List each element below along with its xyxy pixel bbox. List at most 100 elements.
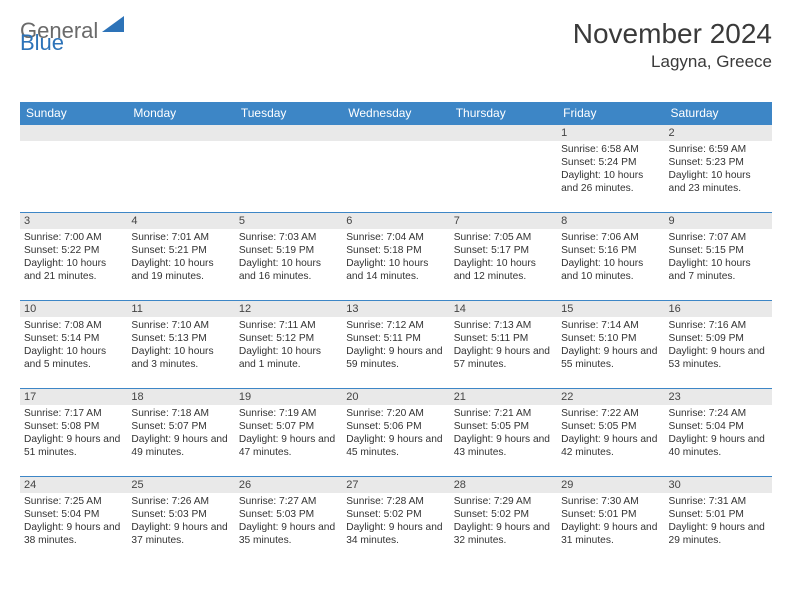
day-number: 23 <box>665 389 772 405</box>
day-content <box>235 141 342 147</box>
sunrise-text: Sunrise: 7:11 AM <box>239 319 338 332</box>
calendar-cell: 18Sunrise: 7:18 AMSunset: 5:07 PMDayligh… <box>127 389 234 477</box>
daylight-text: Daylight: 9 hours and 29 minutes. <box>669 521 768 547</box>
weekday-header: Wednesday <box>342 102 449 125</box>
calendar-cell: 11Sunrise: 7:10 AMSunset: 5:13 PMDayligh… <box>127 301 234 389</box>
sunrise-text: Sunrise: 7:26 AM <box>131 495 230 508</box>
day-content: Sunrise: 7:21 AMSunset: 5:05 PMDaylight:… <box>450 405 557 463</box>
day-content: Sunrise: 6:58 AMSunset: 5:24 PMDaylight:… <box>557 141 664 199</box>
day-number: 19 <box>235 389 342 405</box>
day-number <box>20 125 127 141</box>
calendar-cell: 2Sunrise: 6:59 AMSunset: 5:23 PMDaylight… <box>665 125 772 213</box>
sunrise-text: Sunrise: 7:30 AM <box>561 495 660 508</box>
calendar-cell <box>450 125 557 213</box>
sunrise-text: Sunrise: 6:59 AM <box>669 143 768 156</box>
day-number: 18 <box>127 389 234 405</box>
day-content: Sunrise: 7:08 AMSunset: 5:14 PMDaylight:… <box>20 317 127 375</box>
calendar-row: 10Sunrise: 7:08 AMSunset: 5:14 PMDayligh… <box>20 301 772 389</box>
daylight-text: Daylight: 9 hours and 49 minutes. <box>131 433 230 459</box>
sunrise-text: Sunrise: 7:22 AM <box>561 407 660 420</box>
day-content: Sunrise: 7:01 AMSunset: 5:21 PMDaylight:… <box>127 229 234 287</box>
day-number: 10 <box>20 301 127 317</box>
day-content: Sunrise: 7:20 AMSunset: 5:06 PMDaylight:… <box>342 405 449 463</box>
daylight-text: Daylight: 10 hours and 26 minutes. <box>561 169 660 195</box>
day-number: 28 <box>450 477 557 493</box>
calendar-table: Sunday Monday Tuesday Wednesday Thursday… <box>20 102 772 565</box>
sunset-text: Sunset: 5:07 PM <box>239 420 338 433</box>
calendar-cell: 19Sunrise: 7:19 AMSunset: 5:07 PMDayligh… <box>235 389 342 477</box>
day-content: Sunrise: 7:27 AMSunset: 5:03 PMDaylight:… <box>235 493 342 551</box>
sunset-text: Sunset: 5:11 PM <box>346 332 445 345</box>
calendar-cell: 27Sunrise: 7:28 AMSunset: 5:02 PMDayligh… <box>342 477 449 565</box>
daylight-text: Daylight: 9 hours and 42 minutes. <box>561 433 660 459</box>
sunset-text: Sunset: 5:23 PM <box>669 156 768 169</box>
sunset-text: Sunset: 5:01 PM <box>669 508 768 521</box>
day-content: Sunrise: 7:18 AMSunset: 5:07 PMDaylight:… <box>127 405 234 463</box>
weekday-header: Sunday <box>20 102 127 125</box>
day-content: Sunrise: 7:13 AMSunset: 5:11 PMDaylight:… <box>450 317 557 375</box>
sunset-text: Sunset: 5:24 PM <box>561 156 660 169</box>
sunset-text: Sunset: 5:19 PM <box>239 244 338 257</box>
day-content: Sunrise: 7:25 AMSunset: 5:04 PMDaylight:… <box>20 493 127 551</box>
sunrise-text: Sunrise: 7:13 AM <box>454 319 553 332</box>
sunrise-text: Sunrise: 7:19 AM <box>239 407 338 420</box>
sunset-text: Sunset: 5:21 PM <box>131 244 230 257</box>
logo: General Blue <box>20 18 124 44</box>
title-block: November 2024 Lagyna, Greece <box>573 18 772 72</box>
daylight-text: Daylight: 10 hours and 5 minutes. <box>24 345 123 371</box>
day-content: Sunrise: 7:05 AMSunset: 5:17 PMDaylight:… <box>450 229 557 287</box>
daylight-text: Daylight: 10 hours and 19 minutes. <box>131 257 230 283</box>
daylight-text: Daylight: 9 hours and 53 minutes. <box>669 345 768 371</box>
weekday-header: Thursday <box>450 102 557 125</box>
sunset-text: Sunset: 5:17 PM <box>454 244 553 257</box>
day-number: 22 <box>557 389 664 405</box>
calendar-cell: 5Sunrise: 7:03 AMSunset: 5:19 PMDaylight… <box>235 213 342 301</box>
day-number: 6 <box>342 213 449 229</box>
daylight-text: Daylight: 9 hours and 43 minutes. <box>454 433 553 459</box>
calendar-cell: 9Sunrise: 7:07 AMSunset: 5:15 PMDaylight… <box>665 213 772 301</box>
calendar-cell <box>235 125 342 213</box>
day-number <box>342 125 449 141</box>
calendar-row: 1Sunrise: 6:58 AMSunset: 5:24 PMDaylight… <box>20 125 772 213</box>
weekday-header: Monday <box>127 102 234 125</box>
daylight-text: Daylight: 9 hours and 45 minutes. <box>346 433 445 459</box>
day-number: 20 <box>342 389 449 405</box>
day-number: 7 <box>450 213 557 229</box>
calendar-cell: 25Sunrise: 7:26 AMSunset: 5:03 PMDayligh… <box>127 477 234 565</box>
logo-text-blue: Blue <box>20 30 64 55</box>
daylight-text: Daylight: 10 hours and 21 minutes. <box>24 257 123 283</box>
day-content: Sunrise: 7:12 AMSunset: 5:11 PMDaylight:… <box>342 317 449 375</box>
sunrise-text: Sunrise: 7:16 AM <box>669 319 768 332</box>
day-content <box>342 141 449 147</box>
sunrise-text: Sunrise: 7:00 AM <box>24 231 123 244</box>
sunrise-text: Sunrise: 7:29 AM <box>454 495 553 508</box>
day-content <box>20 141 127 147</box>
day-number: 12 <box>235 301 342 317</box>
daylight-text: Daylight: 10 hours and 3 minutes. <box>131 345 230 371</box>
calendar-cell: 17Sunrise: 7:17 AMSunset: 5:08 PMDayligh… <box>20 389 127 477</box>
sunset-text: Sunset: 5:10 PM <box>561 332 660 345</box>
day-content: Sunrise: 7:00 AMSunset: 5:22 PMDaylight:… <box>20 229 127 287</box>
sunset-text: Sunset: 5:14 PM <box>24 332 123 345</box>
calendar-row: 3Sunrise: 7:00 AMSunset: 5:22 PMDaylight… <box>20 213 772 301</box>
calendar-cell: 7Sunrise: 7:05 AMSunset: 5:17 PMDaylight… <box>450 213 557 301</box>
calendar-cell: 3Sunrise: 7:00 AMSunset: 5:22 PMDaylight… <box>20 213 127 301</box>
calendar-cell: 4Sunrise: 7:01 AMSunset: 5:21 PMDaylight… <box>127 213 234 301</box>
sunrise-text: Sunrise: 7:28 AM <box>346 495 445 508</box>
location: Lagyna, Greece <box>573 52 772 72</box>
sunset-text: Sunset: 5:22 PM <box>24 244 123 257</box>
calendar-cell: 6Sunrise: 7:04 AMSunset: 5:18 PMDaylight… <box>342 213 449 301</box>
sunset-text: Sunset: 5:01 PM <box>561 508 660 521</box>
calendar-cell: 24Sunrise: 7:25 AMSunset: 5:04 PMDayligh… <box>20 477 127 565</box>
month-title: November 2024 <box>573 18 772 50</box>
sunset-text: Sunset: 5:03 PM <box>131 508 230 521</box>
sunrise-text: Sunrise: 7:04 AM <box>346 231 445 244</box>
day-number <box>127 125 234 141</box>
daylight-text: Daylight: 9 hours and 38 minutes. <box>24 521 123 547</box>
day-number: 1 <box>557 125 664 141</box>
day-content <box>127 141 234 147</box>
calendar-cell: 30Sunrise: 7:31 AMSunset: 5:01 PMDayligh… <box>665 477 772 565</box>
daylight-text: Daylight: 10 hours and 10 minutes. <box>561 257 660 283</box>
daylight-text: Daylight: 9 hours and 51 minutes. <box>24 433 123 459</box>
sunset-text: Sunset: 5:13 PM <box>131 332 230 345</box>
